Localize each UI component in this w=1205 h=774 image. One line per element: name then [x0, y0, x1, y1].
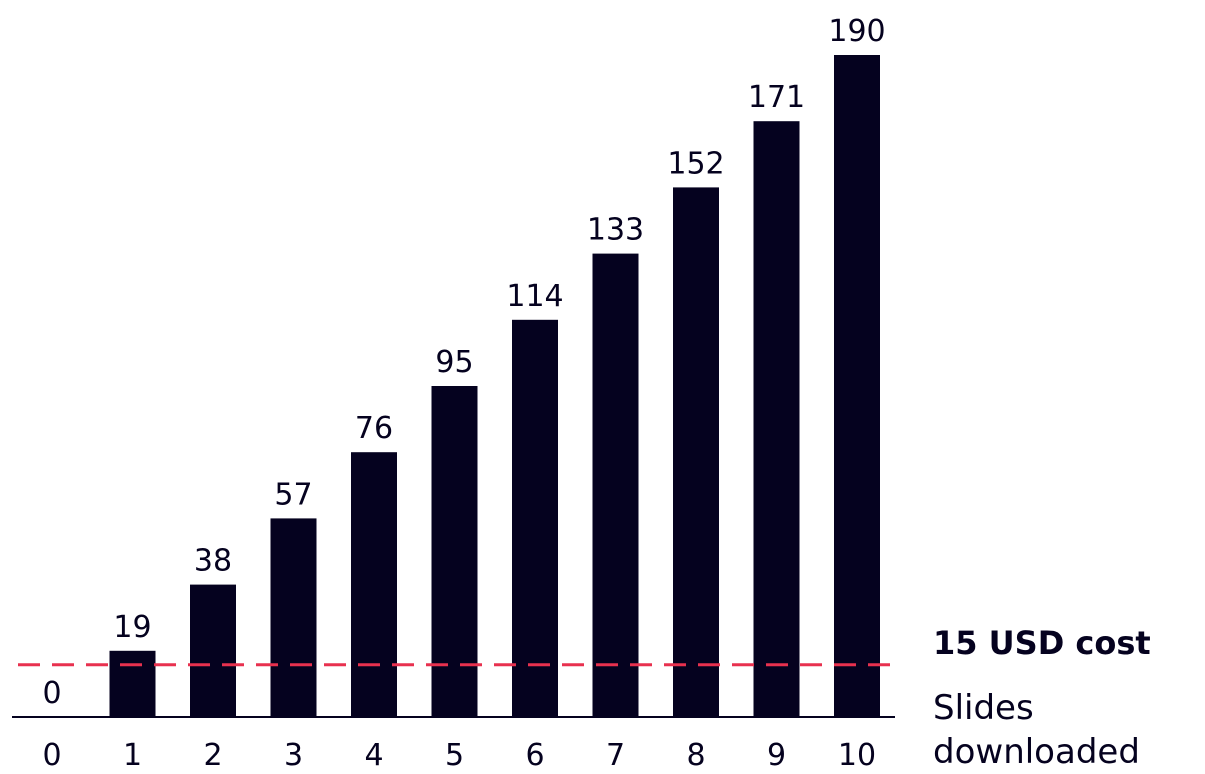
- bar-2: [190, 584, 236, 717]
- bar-4: [351, 452, 397, 717]
- value-label-2: 38: [194, 544, 232, 579]
- value-label-0: 0: [42, 676, 61, 711]
- bar-6: [512, 319, 558, 717]
- threshold-annotation-label: 15 USD cost: [933, 624, 1151, 662]
- value-label-4: 76: [355, 411, 393, 446]
- value-label-9: 171: [748, 80, 805, 115]
- bar-8: [673, 187, 719, 717]
- value-label-1: 19: [113, 610, 151, 645]
- value-label-7: 133: [587, 213, 644, 248]
- bar-7: [592, 253, 639, 717]
- bar-5: [431, 386, 478, 717]
- x-tick-label-5: 5: [445, 738, 464, 773]
- value-label-5: 95: [435, 345, 473, 380]
- x-axis-label: Slides downloaded: [933, 688, 1140, 772]
- x-tick-label-2: 2: [203, 738, 222, 773]
- x-tick-label-9: 9: [767, 738, 786, 773]
- bar-3: [270, 518, 317, 717]
- x-tick-label-10: 10: [838, 738, 876, 773]
- value-label-8: 152: [667, 146, 724, 181]
- bar-10: [834, 55, 880, 717]
- x-tick-label-3: 3: [284, 738, 303, 773]
- x-tick-label-6: 6: [525, 738, 544, 773]
- x-tick-label-4: 4: [364, 738, 383, 773]
- value-label-10: 190: [828, 14, 885, 49]
- x-tick-label-8: 8: [686, 738, 705, 773]
- value-label-6: 114: [506, 279, 563, 314]
- x-tick-label-7: 7: [606, 738, 625, 773]
- x-tick-label-1: 1: [123, 738, 142, 773]
- bar-1: [109, 650, 156, 717]
- value-label-3: 57: [274, 477, 312, 512]
- bar-9: [753, 121, 800, 717]
- x-tick-label-0: 0: [42, 738, 61, 773]
